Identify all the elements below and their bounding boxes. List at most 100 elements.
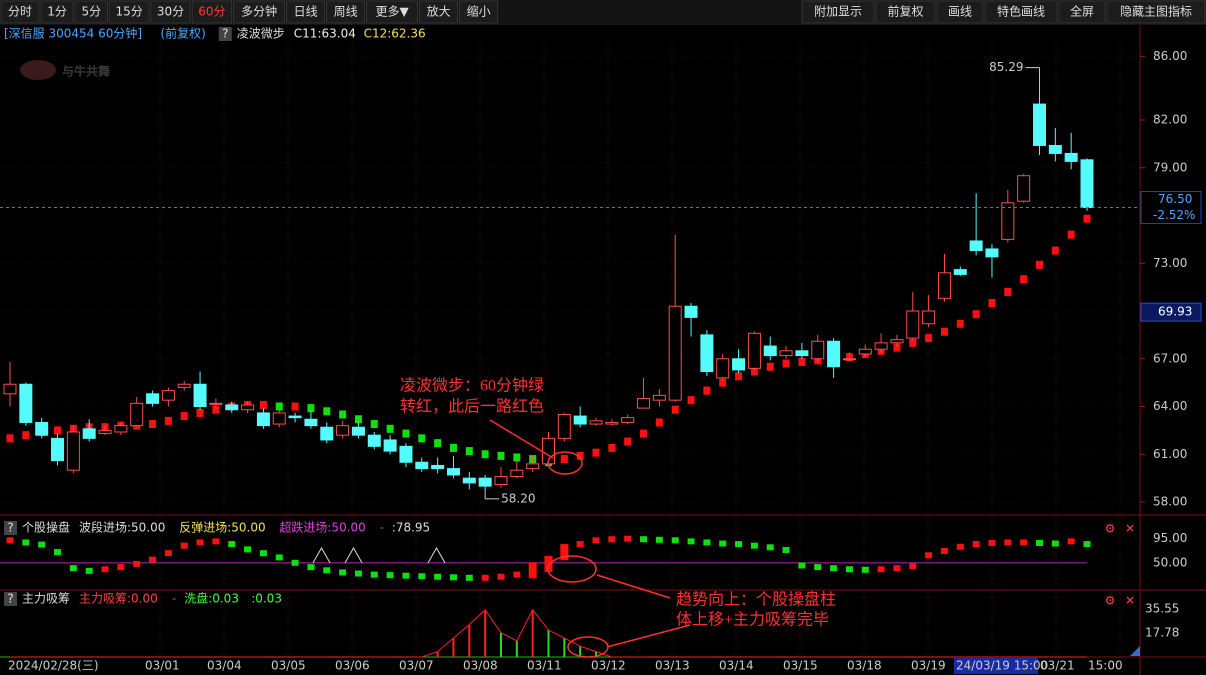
trend-dot	[671, 405, 679, 414]
help-icon[interactable]	[4, 521, 17, 535]
toolbar-button[interactable]	[150, 0, 191, 24]
toolbar-button[interactable]	[74, 0, 108, 24]
operate-bar	[354, 570, 362, 577]
help-icon[interactable]	[218, 27, 232, 41]
settings-icon[interactable]: ⚙	[1105, 594, 1116, 608]
toolbar-button[interactable]	[108, 0, 150, 24]
toolbar-button[interactable]	[0, 0, 40, 24]
close-icon[interactable]: ✕	[1125, 522, 1135, 536]
toolbar-button-label[interactable]: 5分	[81, 5, 101, 19]
help-icon[interactable]	[4, 592, 17, 606]
x-tick-label: 03/01	[145, 659, 180, 673]
toolbar-button-label[interactable]: 日线	[294, 5, 318, 19]
operate-bar	[22, 539, 30, 546]
indicator-value: 反弹进场:50.00	[179, 521, 265, 535]
toolbar-button[interactable]	[233, 0, 286, 24]
help[interactable]: ?	[7, 521, 13, 535]
trend-dot	[164, 416, 172, 425]
operate-bar	[893, 565, 901, 572]
toolbar-button-label[interactable]: 60分	[198, 5, 225, 19]
help[interactable]: ?	[7, 592, 13, 606]
trend-dot	[259, 400, 267, 409]
trend-dot	[640, 429, 648, 438]
toolbar-button[interactable]	[875, 0, 936, 24]
y-tick-label: 64.00	[1153, 399, 1187, 413]
candle-body	[3, 383, 17, 395]
toolbar-button-label[interactable]: 隐藏主图指标	[1120, 4, 1192, 19]
operate-bar	[719, 540, 727, 547]
trend-dot	[22, 431, 30, 440]
indicator-value: C12:62.36	[364, 27, 426, 41]
annotation: 凌波微步：60分钟绿	[400, 377, 544, 395]
operate-bar	[640, 536, 648, 543]
toolbar-button-label[interactable]: 放大	[427, 4, 451, 19]
trend-dot	[719, 378, 727, 387]
toolbar-button[interactable]	[1106, 0, 1206, 24]
x-tick-label: 24/03/19 15:00	[956, 659, 1048, 673]
candle-body	[589, 420, 603, 425]
operate-bar	[798, 562, 806, 569]
trend-dot	[735, 372, 743, 381]
toolbar-button-label[interactable]: 15分	[115, 5, 142, 19]
x-tick-label: 2024/02/28(三)	[8, 659, 99, 673]
operate-bar	[38, 541, 46, 548]
toolbar-button[interactable]	[191, 0, 233, 24]
operate-bar	[402, 572, 410, 579]
trend-dot	[1020, 275, 1028, 284]
toolbar-button-label[interactable]: 30分	[157, 5, 184, 19]
toolbar-button-label[interactable]: 多分钟	[241, 4, 277, 19]
toolbar-button[interactable]	[984, 0, 1058, 24]
help[interactable]: ?	[222, 27, 228, 41]
trend-dot	[1083, 214, 1091, 223]
toolbar-button[interactable]	[936, 0, 984, 24]
toolbar-button-label[interactable]: 画线	[948, 5, 972, 19]
candle-body	[367, 434, 381, 447]
annotation: 转红，此后一路红色	[400, 398, 544, 416]
close-icon[interactable]: ✕	[1125, 594, 1135, 608]
operate-bar	[386, 572, 394, 579]
toolbar-button[interactable]	[366, 0, 419, 24]
toolbar-button-label[interactable]: 周线	[334, 5, 358, 19]
toolbar-button[interactable]	[801, 0, 875, 24]
trend-dot	[893, 343, 901, 352]
watermark: 与牛共舞	[62, 64, 110, 79]
toolbar-button[interactable]	[1058, 0, 1106, 24]
candle-body	[225, 404, 239, 411]
annotation: 体上移+主力吸筹完毕	[676, 611, 829, 629]
adjust-mode: (前复权)	[160, 26, 205, 41]
candle-body	[66, 431, 80, 471]
candle-body	[953, 269, 967, 275]
indicator-value: C11:63.04	[294, 27, 356, 41]
operate-bar	[370, 571, 378, 578]
toolbar-button-label[interactable]: 全屏	[1070, 4, 1094, 19]
trend-dot	[909, 338, 917, 347]
operate-bar	[497, 573, 505, 580]
toolbar-button[interactable]	[40, 0, 74, 24]
operate-bar	[339, 569, 347, 576]
toolbar-button-label[interactable]: 特色画线	[997, 4, 1045, 19]
toolbar-button[interactable]	[459, 0, 499, 24]
trend-dot	[592, 448, 600, 457]
operate-bar	[528, 562, 537, 579]
toolbar-button-label[interactable]: 更多▼	[375, 5, 409, 19]
trend-dot	[1004, 287, 1012, 296]
toolbar-button-label[interactable]: 分时	[8, 5, 32, 19]
toolbar-button-label[interactable]: 附加显示	[814, 5, 862, 19]
trend-dot	[655, 418, 663, 427]
toolbar-button[interactable]	[326, 0, 366, 24]
toolbar-button-label[interactable]: 缩小	[467, 4, 491, 19]
operate-bar	[782, 546, 790, 553]
toolbar-button[interactable]	[419, 0, 459, 24]
operate-bar	[766, 544, 774, 551]
toolbar-button[interactable]	[286, 0, 326, 24]
settings-icon[interactable]: ⚙	[1105, 522, 1116, 536]
y-tick-label: 61.00	[1153, 447, 1187, 461]
trend-dot	[766, 362, 774, 371]
x-tick-label: 03/14	[719, 659, 754, 673]
operate-bar	[85, 567, 93, 574]
toolbar-button-label[interactable]: 前复权	[887, 4, 923, 19]
toolbar-button-label[interactable]: 1分	[47, 5, 67, 19]
